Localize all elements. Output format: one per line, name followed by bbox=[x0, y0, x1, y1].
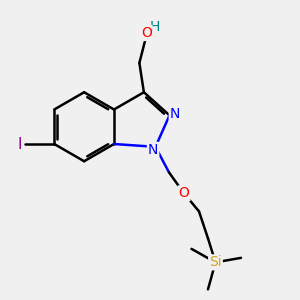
Text: N: N bbox=[148, 143, 158, 157]
Text: O: O bbox=[141, 26, 152, 40]
Text: H: H bbox=[150, 20, 160, 34]
Text: Si: Si bbox=[209, 255, 222, 269]
Text: O: O bbox=[178, 186, 189, 200]
Text: N: N bbox=[170, 107, 180, 121]
Text: I: I bbox=[17, 136, 22, 152]
